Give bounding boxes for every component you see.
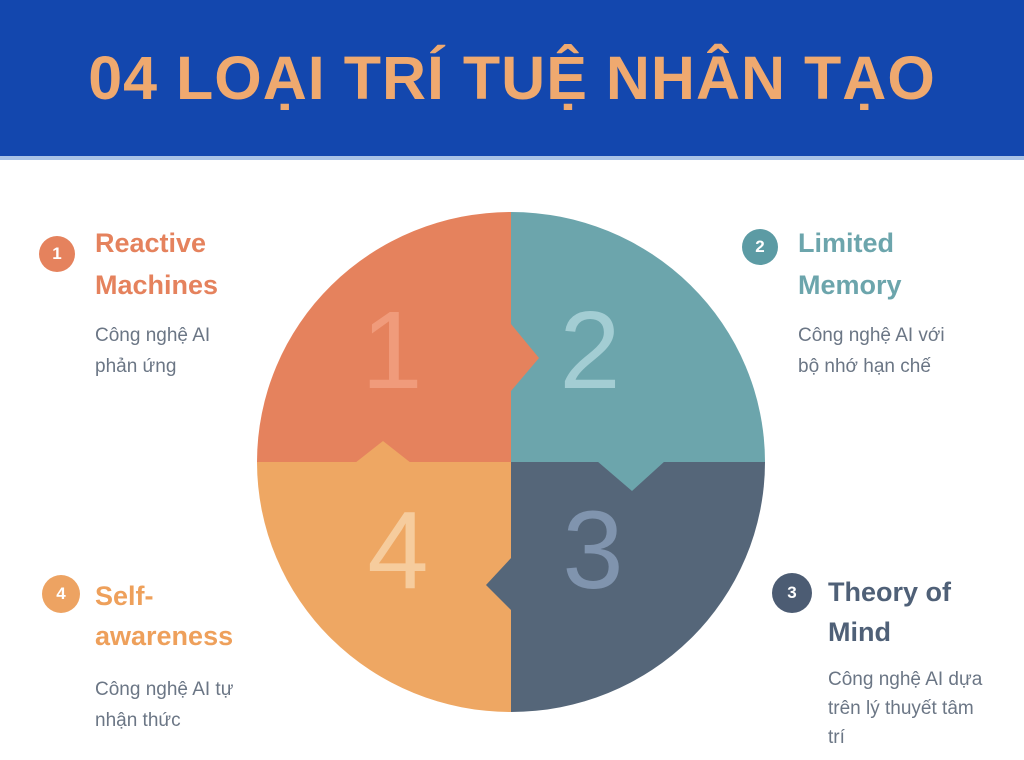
section-4-description-line: Công nghệ AI tự bbox=[95, 679, 234, 700]
section-1-description: Công nghệ AI phản ứng bbox=[95, 320, 210, 382]
wheel-number-3: 3 bbox=[562, 489, 623, 612]
section-2-description-line: Công nghệ AI với bbox=[798, 325, 945, 346]
tab-2-into-3 bbox=[597, 461, 665, 491]
section-1-title-line: Machines bbox=[95, 270, 219, 300]
section-4-description: Công nghệ AI tự nhận thức bbox=[95, 674, 233, 736]
wheel-number-1: 1 bbox=[361, 289, 422, 412]
section-4-title-line: awareness bbox=[95, 621, 234, 651]
section-4-title: Self- awareness bbox=[95, 576, 233, 656]
section-2-description: Công nghệ AI với bộ nhớ hạn chế bbox=[798, 320, 945, 382]
wheel-number-2: 2 bbox=[559, 289, 620, 412]
section-2-title: Limited Memory bbox=[798, 222, 902, 306]
section-4-description-line: nhận thức bbox=[95, 710, 181, 731]
section-2-title-line: Memory bbox=[798, 270, 902, 300]
section-2-badge: 2 bbox=[742, 229, 778, 265]
section-1-title-line: Reactive bbox=[95, 228, 207, 258]
section-3-description-line: trí bbox=[828, 727, 845, 748]
section-3-description-line: trên lý thuyết tâm bbox=[828, 698, 974, 719]
section-2-description-line: bộ nhớ hạn chế bbox=[798, 356, 931, 377]
section-3-title-line: Mind bbox=[828, 617, 891, 647]
section-3-badge: 3 bbox=[772, 573, 812, 613]
tab-1-into-2 bbox=[511, 324, 539, 391]
section-3-title: Theory of Mind bbox=[828, 572, 951, 652]
wheel-quadrant-1 bbox=[257, 212, 511, 462]
header-banner: 04 LOẠI TRÍ TUỆ NHÂN TẠO bbox=[0, 0, 1024, 160]
section-1-badge: 1 bbox=[39, 236, 75, 272]
section-1-description-line: Công nghệ AI bbox=[95, 325, 211, 346]
section-2-title-line: Limited bbox=[798, 228, 895, 258]
section-3-description: Công nghệ AI dựa trên lý thuyết tâm trí bbox=[828, 665, 982, 752]
page-title: 04 LOẠI TRÍ TUỆ NHÂN TẠO bbox=[88, 44, 936, 112]
section-1-title: Reactive Machines bbox=[95, 222, 218, 306]
wheel-quadrant-3 bbox=[511, 462, 765, 712]
section-4-badge: 4 bbox=[42, 575, 80, 613]
section-3-title-line: Theory of bbox=[828, 577, 952, 607]
wheel-number-4: 4 bbox=[367, 489, 428, 612]
tab-4-into-1 bbox=[355, 441, 411, 463]
wheel-quadrant-2 bbox=[511, 212, 765, 462]
tab-3-into-4 bbox=[486, 557, 512, 611]
section-1-description-line: phản ứng bbox=[95, 356, 177, 377]
wheel-quadrant-4 bbox=[257, 462, 511, 712]
section-3-description-line: Công nghệ AI dựa bbox=[828, 669, 983, 690]
section-4-title-line: Self- bbox=[95, 581, 154, 611]
